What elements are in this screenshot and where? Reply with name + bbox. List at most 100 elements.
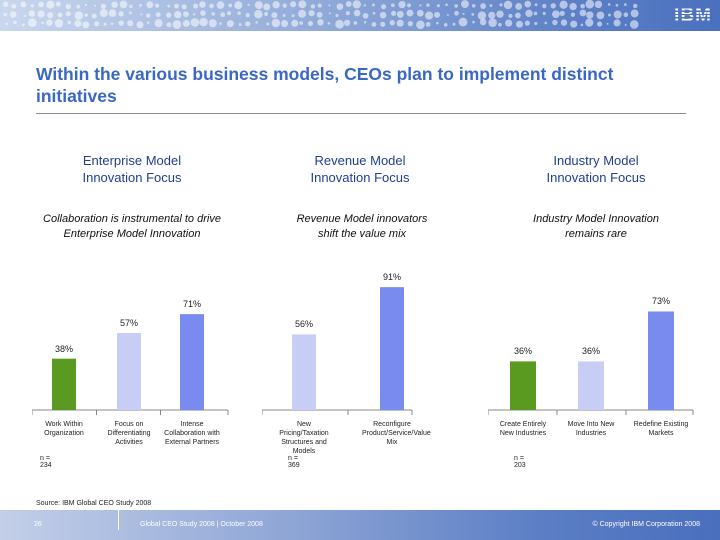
header-dot bbox=[220, 12, 226, 18]
header-dot bbox=[515, 20, 524, 28]
header-dot bbox=[416, 20, 425, 30]
header-dot bbox=[23, 14, 26, 18]
header-dot bbox=[84, 13, 88, 17]
bar-value-label: 56% bbox=[294, 319, 313, 330]
header-dot bbox=[9, 11, 17, 18]
header-dot bbox=[41, 21, 45, 24]
header-dot bbox=[606, 22, 609, 25]
header-dot bbox=[471, 13, 475, 16]
sample-size-label: n = 203 bbox=[514, 455, 526, 469]
header-dot bbox=[524, 20, 530, 26]
header-dot bbox=[407, 20, 414, 27]
header-dot bbox=[108, 9, 117, 17]
header-dot bbox=[434, 11, 441, 18]
column-subtitle-line2: shift the value mix bbox=[317, 228, 407, 240]
column-subtitle-line2: remains rare bbox=[565, 228, 627, 240]
header-dot bbox=[396, 10, 404, 18]
column-heading-industry: Industry Model Innovation Focus bbox=[496, 152, 696, 186]
header-dot bbox=[20, 1, 27, 8]
category-label: New Pricing/Taxation Structures and Mode… bbox=[279, 421, 329, 455]
header-dot bbox=[630, 9, 639, 18]
header-dot bbox=[27, 18, 37, 28]
header-dot bbox=[91, 13, 97, 19]
footer-separator bbox=[118, 510, 119, 530]
header-dot bbox=[290, 1, 297, 8]
header-dot bbox=[136, 21, 144, 29]
header-dot bbox=[559, 10, 565, 17]
header-dot bbox=[371, 22, 377, 27]
header-dot bbox=[271, 18, 281, 28]
column-heading-line2: Innovation Focus bbox=[546, 170, 646, 185]
header-dot bbox=[21, 23, 25, 27]
header-dot bbox=[534, 3, 538, 7]
header-dot bbox=[462, 12, 465, 15]
header-dot bbox=[503, 0, 513, 10]
header-dot bbox=[317, 3, 322, 8]
header-dot bbox=[166, 22, 172, 28]
header-dot bbox=[424, 11, 434, 20]
header-dot bbox=[380, 4, 387, 10]
footer-bar: 26 Global CEO Study 2008 | October 2008 … bbox=[0, 510, 720, 540]
column-subtitle-line1: Collaboration is instrumental to drive bbox=[43, 213, 221, 225]
header-dot bbox=[552, 19, 558, 26]
header-dot bbox=[426, 3, 430, 7]
header-dot bbox=[174, 3, 179, 9]
header-dot bbox=[28, 10, 36, 17]
category-label: Create Entirely New Industries bbox=[499, 421, 547, 437]
header-dot bbox=[127, 20, 134, 27]
header-dot bbox=[514, 12, 521, 19]
header-dot bbox=[542, 11, 546, 16]
header-dot bbox=[396, 19, 404, 27]
header-dot bbox=[454, 4, 458, 8]
header-dot bbox=[335, 19, 344, 29]
header-dot bbox=[174, 10, 182, 19]
header-dot bbox=[155, 12, 161, 18]
header-dot bbox=[245, 21, 251, 27]
header-dot bbox=[46, 0, 55, 9]
header-dot bbox=[291, 14, 295, 18]
header-dot bbox=[291, 19, 299, 27]
header-dot bbox=[524, 0, 532, 8]
bar bbox=[52, 358, 76, 410]
sample-size-label: n = 234 bbox=[40, 455, 52, 469]
header-dot bbox=[146, 13, 151, 18]
bar bbox=[578, 361, 604, 410]
header-dot bbox=[343, 19, 351, 27]
header-dot bbox=[570, 20, 578, 28]
header-dot bbox=[623, 3, 627, 6]
header-dot bbox=[94, 21, 100, 27]
header-dot bbox=[436, 21, 439, 25]
bar-value-label: 73% bbox=[651, 296, 670, 307]
header-dot bbox=[550, 3, 556, 9]
header-dot bbox=[308, 10, 315, 17]
bar-value-label: 91% bbox=[382, 272, 401, 283]
header-dot bbox=[282, 14, 286, 17]
header-dot bbox=[569, 2, 577, 11]
header-dot bbox=[623, 12, 629, 18]
bar-value-label: 38% bbox=[54, 343, 73, 354]
header-dot bbox=[398, 0, 406, 9]
header-dot bbox=[607, 3, 611, 6]
header-dot bbox=[336, 3, 344, 10]
page-title: Within the various business models, CEOs… bbox=[36, 64, 614, 106]
column-heading-line1: Revenue Model bbox=[314, 153, 406, 168]
header-dot bbox=[129, 11, 132, 15]
header-dot bbox=[234, 1, 243, 10]
header-dot bbox=[99, 9, 108, 18]
header-dot bbox=[508, 13, 513, 19]
header-dot bbox=[238, 23, 242, 26]
header-dot bbox=[5, 22, 8, 26]
bar bbox=[510, 361, 536, 410]
header-dot bbox=[505, 19, 513, 27]
header-dot bbox=[371, 3, 375, 7]
header-dot bbox=[271, 12, 278, 19]
header-dot bbox=[472, 20, 475, 24]
header-dot bbox=[255, 21, 258, 24]
category-label: Move Into New Industries bbox=[567, 421, 615, 437]
bar-value-label: 36% bbox=[581, 346, 600, 357]
header-dot bbox=[613, 10, 622, 19]
header-dot bbox=[416, 9, 424, 17]
title-divider bbox=[36, 113, 686, 114]
header-dot bbox=[219, 22, 222, 25]
header-dot bbox=[425, 21, 431, 27]
